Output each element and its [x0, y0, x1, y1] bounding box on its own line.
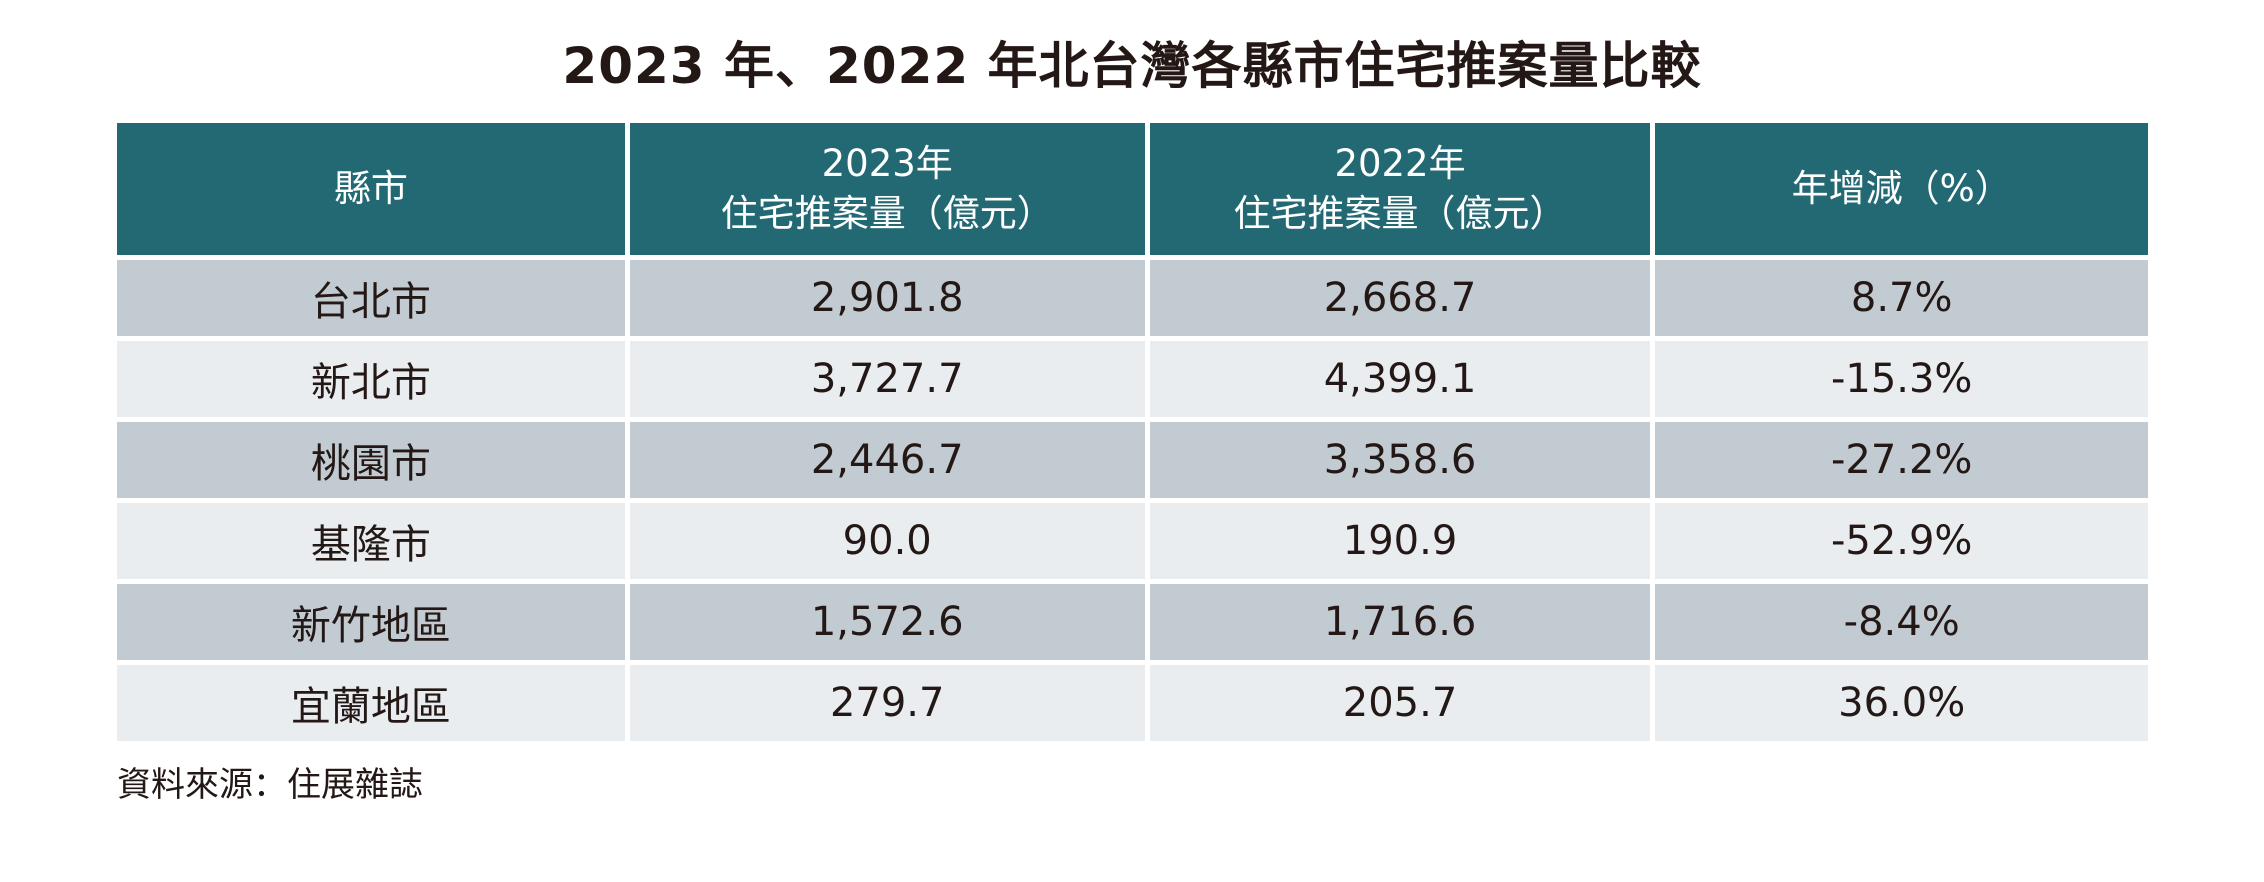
cell-2022-volume: 205.7: [1144, 660, 1651, 741]
cell-2022-volume: 2,668.7: [1144, 255, 1651, 336]
cell-county: 台北市: [117, 255, 625, 336]
cell-2023-volume: 3,727.7: [624, 336, 1145, 417]
cell-yoy-change: -15.3%: [1650, 336, 2148, 417]
cell-county: 宜蘭地區: [117, 660, 625, 741]
cell-2023-volume: 279.7: [624, 660, 1145, 741]
col-header-county: 縣市: [117, 123, 625, 255]
cell-county: 新竹地區: [117, 579, 625, 660]
table-row-yilan: 宜蘭地區 279.7 205.7 36.0%: [117, 660, 2148, 741]
table-row-taoyuan: 桃園市 2,446.7 3,358.6 -27.2%: [117, 417, 2148, 498]
col-header-2023-line1: 2023年: [821, 142, 953, 186]
cell-2022-volume: 190.9: [1144, 498, 1651, 579]
source-note: 資料來源：住展雜誌: [117, 765, 423, 805]
header-row: 縣市 2023年 住宅推案量（億元） 2022年 住宅推案量（億元） 年增減（%…: [117, 123, 2148, 255]
table-row-taipei: 台北市 2,901.8 2,668.7 8.7%: [117, 255, 2148, 336]
cell-2022-volume: 3,358.6: [1144, 417, 1651, 498]
table-row-newtaipei: 新北市 3,727.7 4,399.1 -15.3%: [117, 336, 2148, 417]
page-title: 2023 年、2022 年北台灣各縣市住宅推案量比較: [562, 37, 1702, 95]
cell-yoy-change: -52.9%: [1650, 498, 2148, 579]
cell-yoy-change: 8.7%: [1650, 255, 2148, 336]
cell-2023-volume: 2,901.8: [624, 255, 1145, 336]
table-header: 縣市 2023年 住宅推案量（億元） 2022年 住宅推案量（億元） 年增減（%…: [117, 123, 2148, 255]
table-row-hsinchu: 新竹地區 1,572.6 1,716.6 -8.4%: [117, 579, 2148, 660]
cell-county: 新北市: [117, 336, 625, 417]
col-header-2022-line1: 2022年: [1334, 142, 1466, 186]
col-header-yoy: 年增減（%）: [1650, 123, 2148, 255]
cell-county: 基隆市: [117, 498, 625, 579]
col-header-2022-line2: 住宅推案量（億元）: [1233, 192, 1567, 235]
cell-2023-volume: 1,572.6: [624, 579, 1145, 660]
cell-yoy-change: 36.0%: [1650, 660, 2148, 741]
cell-2022-volume: 4,399.1: [1144, 336, 1651, 417]
cell-yoy-change: -8.4%: [1650, 579, 2148, 660]
housing-volume-table: 縣市 2023年 住宅推案量（億元） 2022年 住宅推案量（億元） 年增減（%…: [117, 123, 2148, 741]
col-header-2023-line2: 住宅推案量（億元）: [720, 192, 1054, 235]
col-header-county-label: 縣市: [333, 167, 408, 211]
cell-2023-volume: 2,446.7: [624, 417, 1145, 498]
col-header-2022: 2022年 住宅推案量（億元）: [1144, 123, 1651, 255]
cell-2022-volume: 1,716.6: [1144, 579, 1651, 660]
table-body: 台北市 2,901.8 2,668.7 8.7% 新北市 3,727.7 4,3…: [117, 255, 2148, 741]
cell-yoy-change: -27.2%: [1650, 417, 2148, 498]
table-row-keelung: 基隆市 90.0 190.9 -52.9%: [117, 498, 2148, 579]
cell-2023-volume: 90.0: [624, 498, 1145, 579]
cell-county: 桃園市: [117, 417, 625, 498]
col-header-yoy-label: 年增減（%）: [1791, 167, 2012, 211]
col-header-2023: 2023年 住宅推案量（億元）: [624, 123, 1145, 255]
